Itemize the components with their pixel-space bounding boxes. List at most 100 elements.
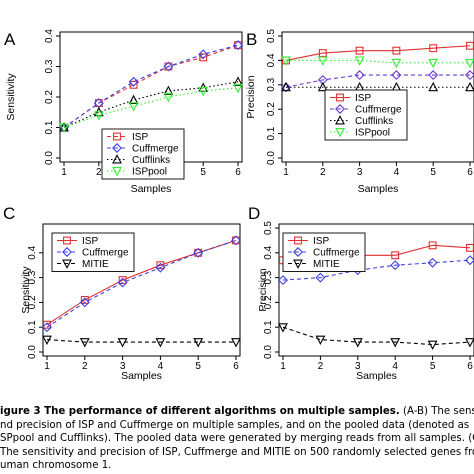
panel-b-data-point [466, 41, 474, 50]
panel-c-legend-marker [62, 259, 72, 269]
panel-a-data-point [163, 85, 174, 95]
panel-c-y-tick-label: 0.3 [27, 270, 38, 284]
panel-d-data-point [315, 335, 326, 345]
panel-c-legend-label: Cuffmerge [82, 248, 129, 259]
panel-a-x-tick-label: 2 [96, 167, 102, 178]
panel-d-x-tick-label: 2 [318, 361, 324, 372]
panel-b-y-tick-label: 0.2 [266, 102, 277, 116]
panel-d-y-tick-label: 0.5 [263, 221, 274, 235]
panel-d-legend-label: ISP [313, 236, 329, 247]
panel-a-series-isppool [59, 83, 243, 133]
panel-a-data-point [198, 49, 209, 60]
panel-c-data-point [117, 338, 128, 348]
caption-line-2: nd precision of ISP and Cuffmerge on mul… [0, 419, 470, 431]
panel-d-series-line [282, 326, 471, 346]
panel-b-data-point [281, 56, 291, 66]
panel-a-x-tick-label: 5 [200, 167, 206, 178]
panel-c-x-tick-label: 1 [44, 361, 50, 372]
panel-c-data-point [42, 335, 52, 345]
panel-d-letter: D [248, 204, 260, 223]
panel-a-y-tick-label: 0.4 [44, 29, 55, 43]
panel-c-data-point [193, 247, 204, 258]
caption-line-1: igure 3 The performance of different alg… [0, 406, 474, 417]
panel-c-legend-marker [62, 247, 72, 257]
panel-d-series-cuffmerge [278, 255, 474, 286]
panel-a-y-tick-label: 0.3 [44, 59, 55, 73]
panel-a-y-tick-label: 0.0 [44, 151, 55, 165]
figure-3: A 1 2 3 4 5 6 0.0 0.1 0.2 0.3 0.4 Samples Sensitivity… [3, 29, 474, 382]
panel-d-data-point [278, 275, 288, 286]
figure-caption: igure 3 The performance of different alg… [0, 405, 474, 473]
panel-d-legend-label: Cuffmerge [313, 248, 360, 259]
panel-d-y-tick-label: 0.4 [263, 245, 274, 259]
panel-d-legend-marker [293, 247, 303, 257]
panel-b-data-point [428, 58, 439, 69]
panel-b-y-tick-label: 0.4 [266, 53, 277, 67]
panel-d-x-tick-label: 4 [392, 361, 398, 372]
panel-b-data-point [281, 81, 291, 92]
panel-c-data-point [232, 236, 240, 245]
panel-d-data-point [466, 243, 474, 252]
panel-b-data-point [429, 44, 438, 53]
panel-d-y-tick-label: 0.2 [263, 295, 274, 309]
panel-a-legend-marker [112, 167, 122, 177]
panel-b-letter: B [246, 30, 257, 49]
panel-b-series-cuffmerge [281, 70, 474, 93]
panel-d-data-point [315, 272, 326, 283]
panel-a-data-point [128, 76, 139, 87]
panel-a-data-point [128, 94, 139, 104]
panel-c-data-point [117, 277, 128, 288]
panel-c-series-line [46, 239, 237, 328]
panel-b-data-point [317, 81, 328, 92]
panel-a-x-axis-label: Samples [131, 183, 172, 195]
panel-a-data-point [129, 80, 138, 89]
panel-d-data-point [428, 241, 437, 250]
panel-a-legend-marker [112, 154, 122, 164]
panel-c-x-tick-label: 5 [195, 361, 201, 372]
panel-b-data-point [465, 81, 474, 92]
panel-a-series-cuffmerge [59, 40, 243, 133]
panel-c-data-point [43, 320, 51, 329]
panel-b-series-line [285, 74, 470, 88]
panel-c-series-line [46, 339, 236, 343]
panel-a-legend-label: ISPpool [132, 167, 167, 178]
panel-b-x-tick-label: 5 [430, 167, 436, 178]
panel-c-y-axis-label: Sensitivity [20, 266, 32, 314]
caption-line-5: uman chromosome 1. [0, 460, 112, 472]
panel-b-legend-label: Cufflinks [355, 116, 393, 127]
panel-c-plot-frame [42, 223, 241, 357]
panel-a-data-point [198, 86, 209, 97]
panel-c-data-point [79, 338, 90, 348]
panel-a-data-point [94, 99, 103, 108]
panel-b-series-line [286, 59, 470, 64]
panel-b-data-point [354, 56, 365, 66]
panel-d-series-line [282, 259, 471, 281]
panel-a-series-line [63, 44, 239, 128]
panel-b-x-tick-label: 4 [394, 167, 400, 178]
panel-b-data-point [392, 46, 401, 55]
panel-d-y-tick-label: 0.3 [263, 270, 274, 284]
panel-a-series-cufflinks [59, 76, 243, 132]
panel-a-legend-label: ISP [132, 132, 148, 143]
panel-c-data-point [194, 248, 203, 257]
panel-c-data-point [155, 262, 166, 273]
panel-d-y-tick-label: 0.0 [263, 345, 274, 359]
panel-a-data-point [233, 76, 243, 86]
panel-b-x-tick-label: 6 [467, 167, 473, 178]
panel-b-legend-label: ISP [355, 93, 371, 104]
panel-c-y-tick-label: 0.1 [27, 320, 38, 334]
panel-b-data-point [391, 70, 402, 81]
panel-d-data-point [465, 338, 474, 348]
panel-b-data-point [465, 70, 474, 81]
panel-b-y-tick-label: 0.5 [266, 29, 277, 43]
panel-a-legend-label: Cufflinks [132, 155, 170, 166]
panel-a-legend-label: Cuffmerge [132, 144, 179, 155]
caption-title: igure 3 The performance of different alg… [0, 406, 400, 417]
panel-b-legend-marker [335, 115, 345, 125]
panel-c-legend-label: ISP [82, 236, 98, 247]
panel-b-legend-marker [335, 128, 345, 138]
caption-line-4: The sensitivity and precision of ISP, Cu… [0, 446, 474, 458]
panel-c-x-axis-label: Samples [121, 370, 162, 382]
panel-b-x-axis-label: Samples [358, 183, 399, 195]
